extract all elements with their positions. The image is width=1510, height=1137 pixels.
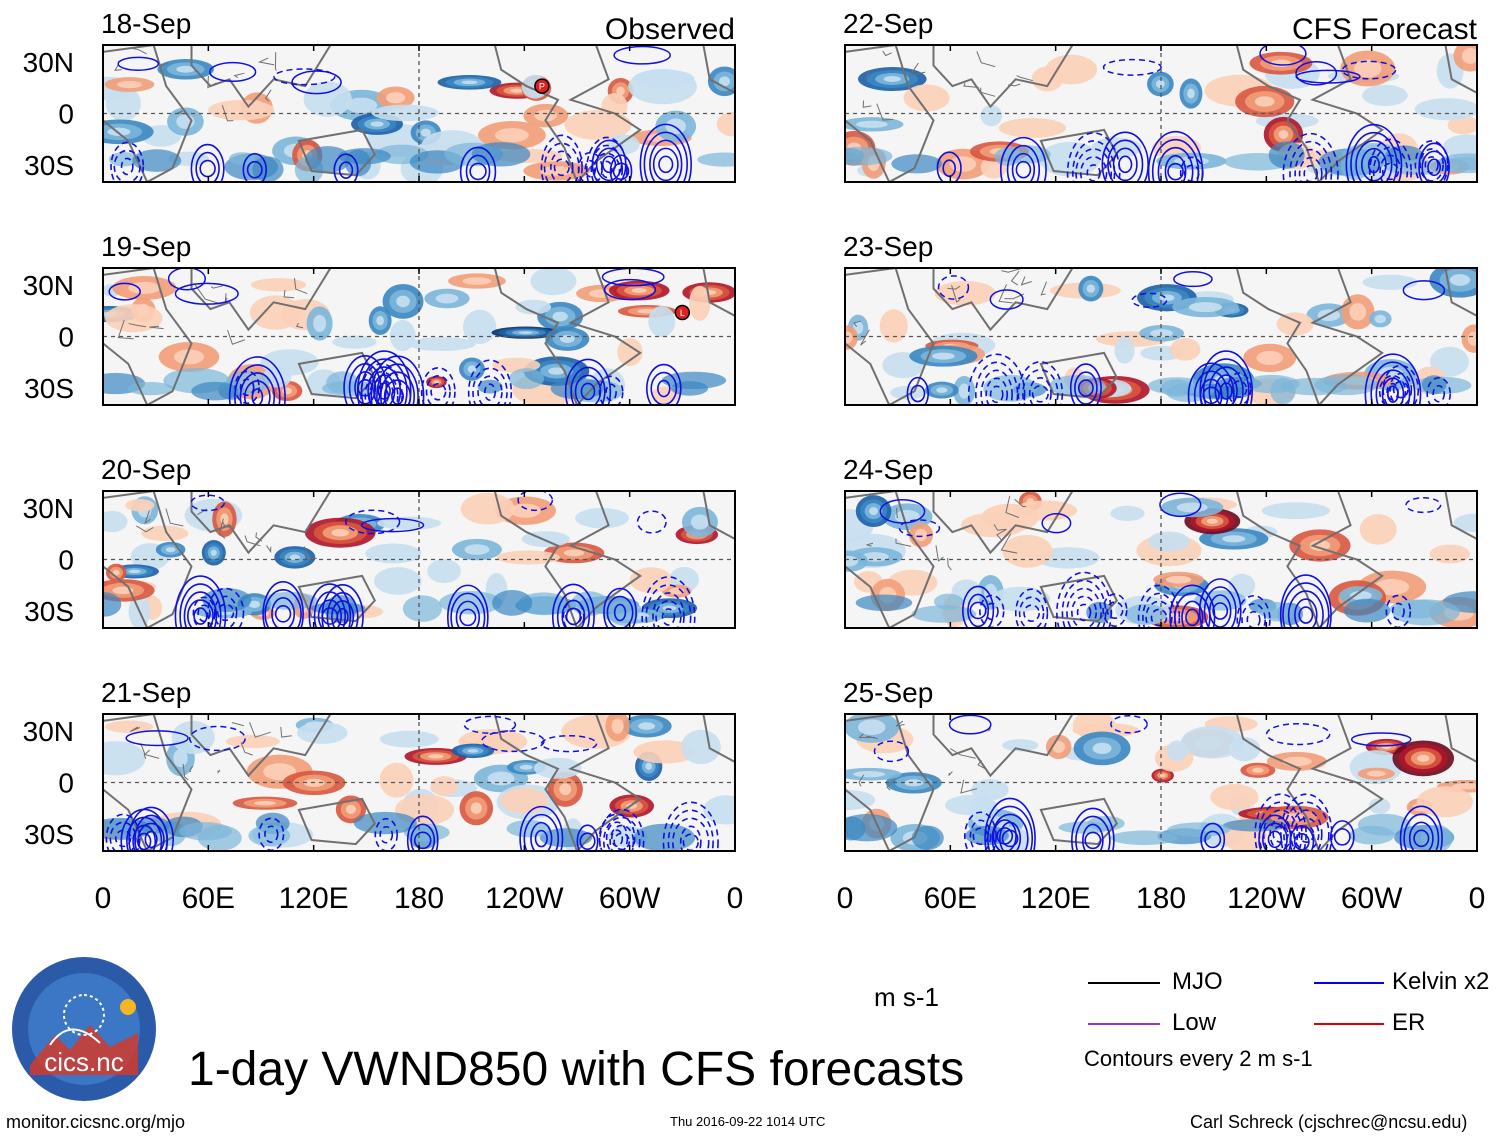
legend-line-kelvin [1314, 982, 1384, 984]
panel-date-label: 24-Sep [843, 454, 933, 485]
y-tick-label: 0 [58, 322, 74, 353]
storm-label: L [680, 308, 685, 318]
y-tick-label: 30S [24, 150, 74, 181]
panel-date-label: 25-Sep [843, 677, 933, 708]
x-tick-label: 60W [599, 882, 661, 915]
panel-date-label: 19-Sep [101, 231, 191, 262]
figure: P 18-Sep Observed 30N 0 30S L 19-Sep 30N 0 30S 20-S… [23, 8, 1486, 915]
logo-text: cics.nc [44, 1047, 123, 1077]
figure-title: 1-day VWND850 with CFS forecasts [188, 1043, 965, 1096]
y-tick-label: 30N [23, 47, 74, 78]
x-tick-label: 120E [1021, 882, 1091, 915]
panel-21-Sep [102, 713, 736, 852]
y-tick-label: 30N [23, 493, 74, 524]
storm-marker [674, 304, 691, 321]
x-tick-label: 180 [394, 882, 444, 915]
footer-timestamp: Thu 2016-09-22 1014 UTC [670, 1114, 826, 1129]
panel-24-Sep [844, 490, 1478, 629]
cics-logo: cics.nc [12, 957, 156, 1101]
y-tick-label: 0 [58, 545, 74, 576]
storm-label: P [539, 82, 545, 92]
footer-author: Carl Schreck (cjschrec@ncsu.edu) [1190, 1112, 1468, 1132]
legend-line-er [1314, 1023, 1384, 1025]
legend-line-mjo [1088, 982, 1160, 984]
x-tick-label: 120W [485, 882, 564, 915]
panel-25-Sep [844, 713, 1478, 852]
storm-marker [534, 78, 550, 94]
forecast-label: CFS Forecast [1292, 13, 1478, 46]
x-tick-label: 60E [924, 882, 977, 915]
legend-line-low [1088, 1023, 1160, 1025]
observed-label: Observed [605, 13, 735, 46]
colorbar-units: m s-1 [874, 982, 939, 1012]
contour-note: Contours every 2 m s-1 [1084, 1046, 1313, 1071]
panel-18-Sep: P [102, 44, 736, 183]
y-tick-label: 30N [23, 270, 74, 301]
panel-22-Sep [844, 44, 1478, 183]
x-tick-label: 0 [95, 882, 112, 915]
panel-20-Sep [102, 490, 736, 629]
legend-label-low: Low [1172, 1009, 1217, 1036]
panel-19-Sep: L [102, 267, 736, 406]
panel-date-label: 18-Sep [101, 8, 191, 39]
y-tick-label: 30S [24, 819, 74, 850]
legend-label-kelvin: Kelvin x2 [1392, 968, 1490, 995]
panel-date-label: 22-Sep [843, 8, 933, 39]
x-tick-label: 180 [1136, 882, 1186, 915]
x-tick-label: 120W [1227, 882, 1306, 915]
y-tick-label: 0 [58, 99, 74, 130]
y-tick-label: 30S [24, 373, 74, 404]
x-tick-label: 0 [837, 882, 854, 915]
footer-url[interactable]: monitor.cicsnc.org/mjo [6, 1112, 186, 1132]
x-tick-label: 120E [279, 882, 349, 915]
x-tick-label: 60E [182, 882, 235, 915]
x-tick-label: 60W [1341, 882, 1403, 915]
panel-date-label: 21-Sep [101, 677, 191, 708]
legend-label-er: ER [1392, 1009, 1426, 1036]
y-tick-label: 30S [24, 596, 74, 627]
panel-date-label: 20-Sep [101, 454, 191, 485]
legend-label-mjo: MJO [1172, 968, 1223, 995]
panel-date-label: 23-Sep [843, 231, 933, 262]
x-tick-label: 0 [727, 882, 744, 915]
y-tick-label: 30N [23, 716, 74, 747]
x-tick-label: 0 [1469, 882, 1486, 915]
panel-23-Sep [844, 267, 1478, 406]
y-tick-label: 0 [58, 768, 74, 799]
